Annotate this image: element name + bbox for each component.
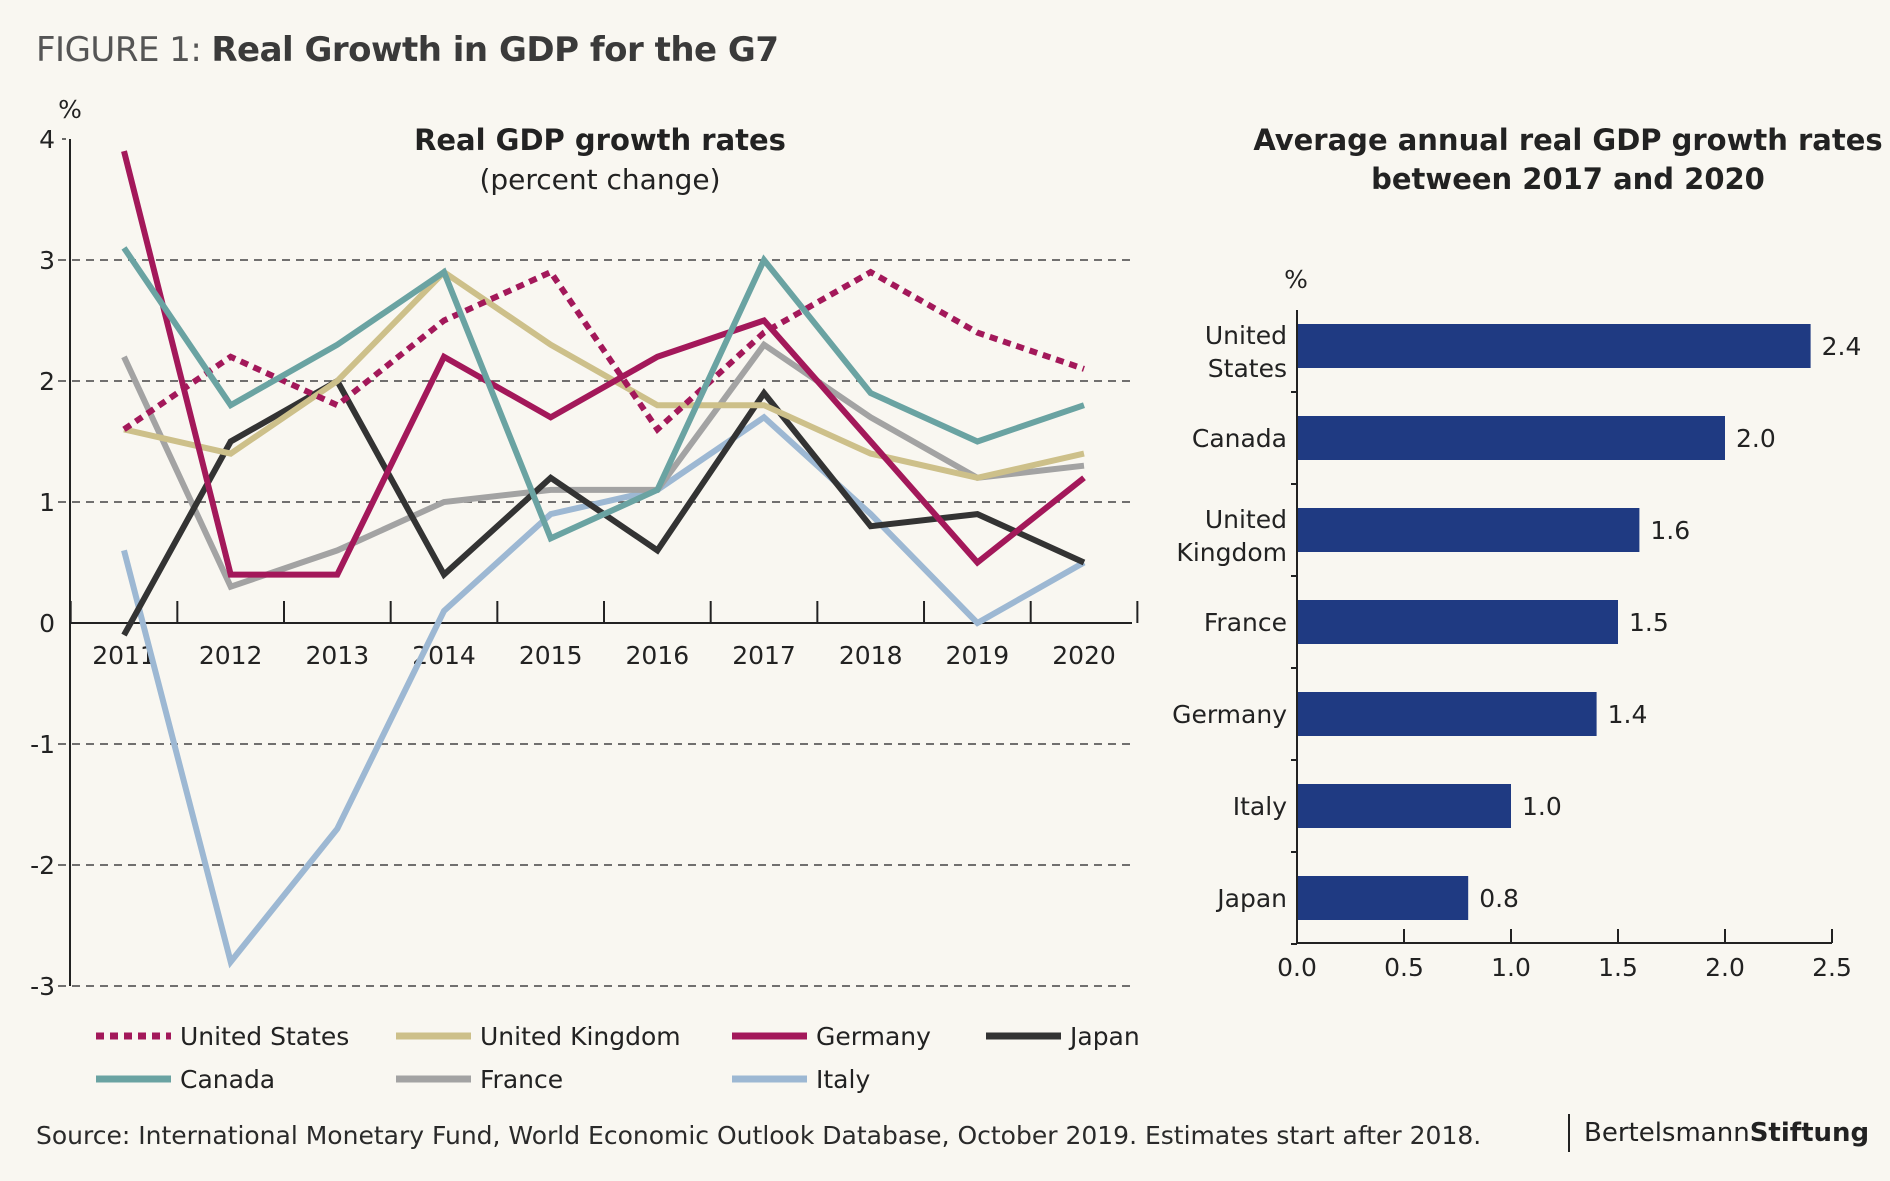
bar-value-label-germany: 1.4 bbox=[1608, 700, 1648, 729]
line-chart-y-unit: % bbox=[58, 95, 82, 124]
legend-label-united-states: United States bbox=[180, 1022, 349, 1051]
series-line-italy bbox=[121, 413, 1086, 969]
bar-italy bbox=[1297, 784, 1511, 828]
series-line-united-states bbox=[122, 268, 1085, 434]
x-tick-label-2012: 2012 bbox=[199, 641, 263, 670]
x-tick-label-2013: 2013 bbox=[306, 641, 370, 670]
bar-category-label-japan: Japan bbox=[1215, 884, 1287, 913]
bar-x-tick-label-2.0: 2.0 bbox=[1705, 953, 1745, 982]
series-line-japan bbox=[121, 376, 1086, 637]
source-note: Source: International Monetary Fund, Wor… bbox=[36, 1121, 1482, 1150]
y-tick-label--3: -3 bbox=[30, 972, 55, 1001]
x-tick-label-2019: 2019 bbox=[946, 641, 1010, 670]
bar-x-tick-label-1.0: 1.0 bbox=[1491, 953, 1531, 982]
series-line-canada bbox=[121, 246, 1085, 543]
bar-category-label-united-states-line-1: United bbox=[1205, 321, 1287, 350]
bar-category-label-france: France bbox=[1204, 608, 1287, 637]
legend-label-united-kingdom: United Kingdom bbox=[480, 1022, 681, 1051]
x-tick-label-2016: 2016 bbox=[626, 641, 690, 670]
series-line-germany bbox=[121, 150, 1086, 578]
y-tick-label-3: 3 bbox=[39, 246, 55, 275]
logo-text-bold: Stiftung bbox=[1749, 1118, 1870, 1148]
series-line-united-kingdom bbox=[123, 268, 1085, 481]
line-chart: Real GDP growth rates (percent change) %… bbox=[30, 95, 1140, 1094]
bar-chart-title-line-1: Average annual real GDP growth rates bbox=[1253, 123, 1882, 157]
logo-text-regular: Bertelsmann bbox=[1584, 1118, 1750, 1148]
bar-germany bbox=[1297, 692, 1597, 736]
bar-category-label-italy: Italy bbox=[1233, 792, 1287, 821]
bar-united-kingdom bbox=[1297, 508, 1640, 552]
bar-japan bbox=[1297, 876, 1469, 920]
bar-chart-title: Average annual real GDP growth rates betw… bbox=[1253, 123, 1882, 196]
x-tick-label-2017: 2017 bbox=[732, 641, 796, 670]
legend-label-germany: Germany bbox=[816, 1022, 931, 1051]
figure-title: FIGURE 1: Real Growth in GDP for the G7 bbox=[36, 30, 779, 70]
bar-value-label-japan: 0.8 bbox=[1479, 884, 1519, 913]
bertelsmann-logo: BertelsmannStiftung bbox=[1568, 1114, 1869, 1152]
legend-label-japan: Japan bbox=[1068, 1022, 1140, 1051]
y-tick-label-4: 4 bbox=[39, 125, 55, 154]
bar-category-label-canada: Canada bbox=[1192, 424, 1287, 453]
bar-chart-unit: % bbox=[1284, 265, 1308, 294]
line-chart-subtitle: (percent change) bbox=[479, 163, 720, 196]
line-chart-legend: United States United Kingdom Germany Japan C… bbox=[96, 1022, 1140, 1094]
bar-value-label-united-kingdom: 1.6 bbox=[1650, 516, 1690, 545]
legend-label-canada: Canada bbox=[180, 1065, 275, 1094]
bar-france bbox=[1297, 600, 1618, 644]
bar-canada bbox=[1297, 416, 1725, 460]
bar-chart: Average annual real GDP growth rates betw… bbox=[1172, 123, 1883, 982]
figure-number: FIGURE 1: bbox=[36, 30, 202, 70]
bar-chart-title-line-2: between 2017 and 2020 bbox=[1371, 162, 1765, 196]
line-chart-y-ticks: -3 -2 -1 0 1 2 3 4 bbox=[30, 125, 55, 1001]
bar-category-label-united-states-line-2: States bbox=[1208, 354, 1287, 383]
y-tick-label-0: 0 bbox=[39, 609, 55, 638]
legend-label-italy: Italy bbox=[816, 1065, 870, 1094]
bar-chart-bars: 2.4 United States 2.0 Canada 1.6 United Kingdom… bbox=[1172, 321, 1861, 920]
line-chart-series bbox=[121, 150, 1086, 969]
x-tick-label-2018: 2018 bbox=[839, 641, 903, 670]
line-chart-x-axis: 2011 2012 2013 2014 2015 2016 2017 2018 2019 2020 bbox=[69, 601, 1139, 670]
bar-x-tick-label-0.0: 0.0 bbox=[1277, 953, 1317, 982]
bar-x-tick-label-0.5: 0.5 bbox=[1384, 953, 1424, 982]
bar-value-label-canada: 2.0 bbox=[1736, 424, 1776, 453]
x-tick-label-2020: 2020 bbox=[1052, 641, 1116, 670]
line-chart-title: Real GDP growth rates bbox=[414, 123, 786, 157]
bar-value-label-italy: 1.0 bbox=[1522, 792, 1562, 821]
bar-x-tick-label-1.5: 1.5 bbox=[1598, 953, 1638, 982]
bar-chart-x-axis: 0.0 0.5 1.0 1.5 2.0 2.5 bbox=[1277, 310, 1852, 982]
bar-value-label-france: 1.5 bbox=[1629, 608, 1669, 637]
bar-category-label-united-kingdom-line-1: United bbox=[1205, 505, 1287, 534]
figure-heading: Real Growth in GDP for the G7 bbox=[211, 30, 779, 70]
bar-united-states bbox=[1297, 324, 1811, 368]
series-line-france bbox=[121, 340, 1085, 591]
bar-x-tick-label-2.5: 2.5 bbox=[1812, 953, 1852, 982]
bar-value-label-united-states: 2.4 bbox=[1822, 332, 1862, 361]
bar-category-label-united-kingdom-line-2: Kingdom bbox=[1176, 538, 1287, 567]
x-tick-label-2015: 2015 bbox=[519, 641, 583, 670]
y-tick-label-1: 1 bbox=[39, 488, 55, 517]
x-tick-label-2011: 2011 bbox=[92, 641, 156, 670]
bar-category-label-germany: Germany bbox=[1172, 700, 1287, 729]
y-tick-label-2: 2 bbox=[39, 367, 55, 396]
y-tick-label--2: -2 bbox=[30, 851, 55, 880]
legend-label-france: France bbox=[480, 1065, 563, 1094]
y-tick-label--1: -1 bbox=[30, 730, 55, 759]
